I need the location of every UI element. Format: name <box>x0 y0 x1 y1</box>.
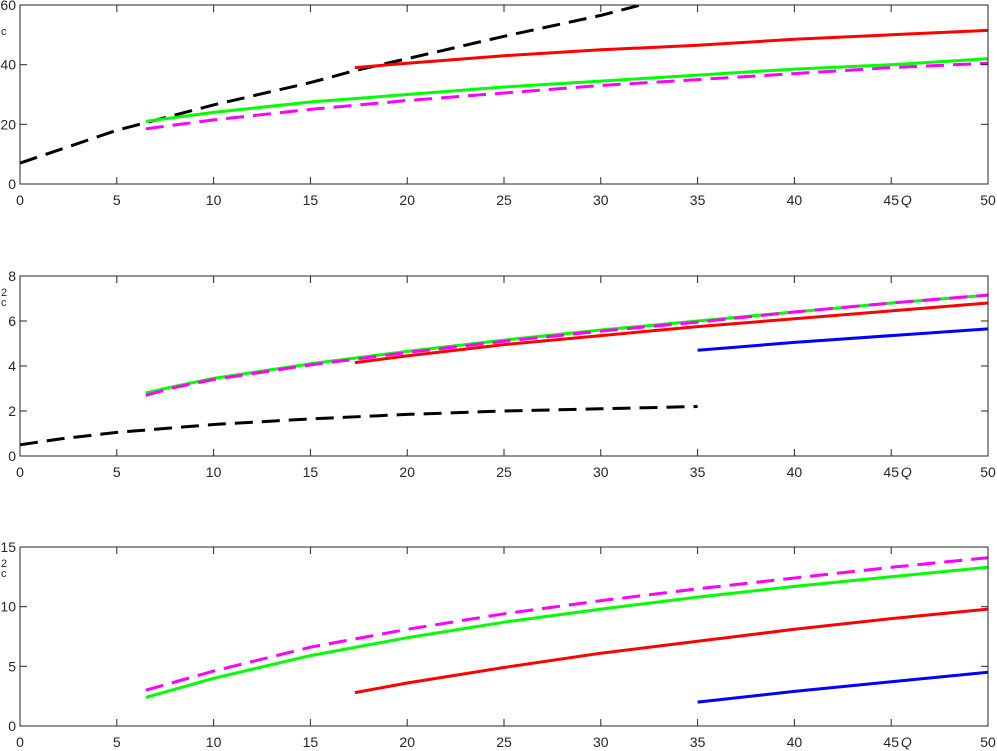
y-tick-label: 0 <box>8 176 16 192</box>
series-line-4 <box>145 57 988 123</box>
y-tick-label: 60 <box>0 0 16 13</box>
x-tick-label: 50 <box>980 192 996 208</box>
x-tick-label: 35 <box>690 734 706 750</box>
series-group <box>20 5 988 165</box>
y-tick-label: 10 <box>0 599 16 615</box>
series-line-2 <box>354 607 988 695</box>
x-tick-label: 0 <box>16 734 24 750</box>
y-tick-label: 40 <box>0 57 16 73</box>
x-tick-label: 10 <box>206 192 222 208</box>
y-axis-label-fragment: 2 <box>1 287 7 299</box>
x-tick-label: 5 <box>113 464 121 480</box>
x-tick-label: 40 <box>787 734 803 750</box>
x-tick-label: 15 <box>303 734 319 750</box>
series-group <box>145 556 988 704</box>
x-tick-label: 20 <box>399 734 415 750</box>
y-tick-label: 0 <box>8 718 16 734</box>
y-axis-label-fragment: c <box>1 568 7 580</box>
x-axis-label: Q <box>901 192 912 208</box>
x-tick-label: 20 <box>399 464 415 480</box>
x-tick-label: 0 <box>16 464 24 480</box>
series-line-2 <box>697 327 988 352</box>
y-tick-label: 15 <box>0 539 16 555</box>
x-tick-label: 30 <box>593 734 609 750</box>
y-axis-label-fragment: c <box>1 297 7 309</box>
x-tick-label: 25 <box>496 464 512 480</box>
x-tick-label: 10 <box>206 734 222 750</box>
y-axis-label-fragment: 2 <box>1 558 7 570</box>
x-tick-label: 40 <box>787 464 803 480</box>
series-line-5 <box>145 293 988 397</box>
series-line-4 <box>145 556 988 692</box>
series-line-1 <box>697 670 988 704</box>
x-tick-label: 25 <box>496 734 512 750</box>
y-tick-label: 4 <box>8 358 16 374</box>
y-tick-label: 6 <box>8 313 16 329</box>
series-line-5 <box>145 61 988 131</box>
y-axis-label-fragment: c <box>1 26 7 38</box>
x-tick-label: 0 <box>16 192 24 208</box>
series-line-3 <box>354 301 988 365</box>
chart-panel-1: 0 5 10 15 20 25 30 35 40 45 50 0 20 40 60 Qc <box>0 0 996 208</box>
x-tick-label: 50 <box>980 734 996 750</box>
y-tick-label: 5 <box>8 658 16 674</box>
x-tick-label: 5 <box>113 192 121 208</box>
x-tick-label: 40 <box>787 192 803 208</box>
x-tick-label: 30 <box>593 464 609 480</box>
x-tick-label: 45 <box>883 464 899 480</box>
series-line-3 <box>145 565 988 699</box>
x-tick-label: 15 <box>303 192 319 208</box>
y-tick-label: 2 <box>8 403 16 419</box>
chart-panel-3: 0 5 10 15 20 25 30 35 40 45 50 0 5 10 15 Q 2c <box>0 539 996 750</box>
series-line-3 <box>354 28 988 70</box>
x-tick-label: 20 <box>399 192 415 208</box>
x-tick-label: 10 <box>206 464 222 480</box>
x-tick-label: 30 <box>593 192 609 208</box>
y-tick-label: 20 <box>0 116 16 132</box>
x-tick-label: 35 <box>690 464 706 480</box>
x-tick-label: 5 <box>113 734 121 750</box>
x-tick-label: 45 <box>883 192 899 208</box>
x-axis-label: Q <box>901 464 912 480</box>
x-tick-label: 15 <box>303 464 319 480</box>
x-tick-label: 50 <box>980 464 996 480</box>
x-tick-label: 25 <box>496 192 512 208</box>
x-tick-label: 45 <box>883 734 899 750</box>
y-tick-label: 0 <box>8 448 16 464</box>
x-tick-label: 35 <box>690 192 706 208</box>
series-group <box>20 293 988 447</box>
y-tick-label: 8 <box>8 268 16 284</box>
x-axis-label: Q <box>901 734 912 750</box>
series-line-1 <box>20 405 698 447</box>
